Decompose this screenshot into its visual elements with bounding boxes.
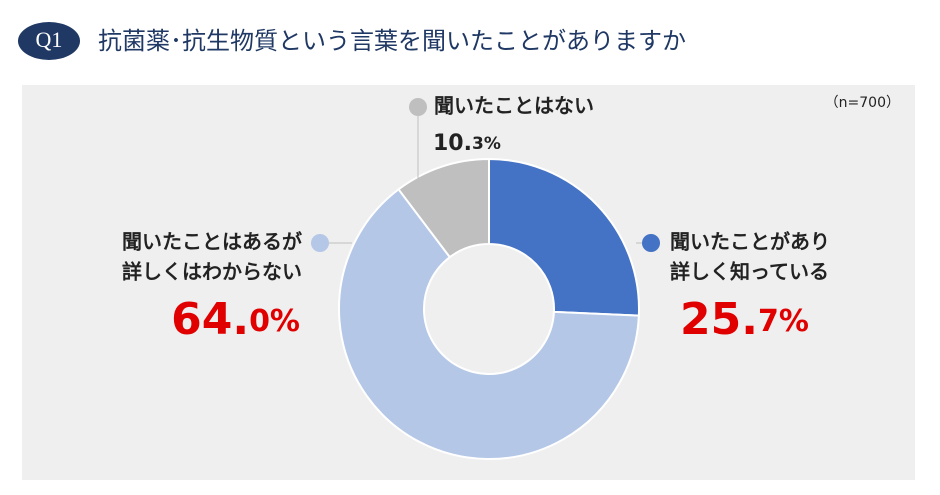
value-label-main: 10. xyxy=(433,131,472,156)
category-label: 詳しくはわからない xyxy=(122,260,302,284)
value-label: 64.0% xyxy=(171,294,300,345)
chart-title: 抗菌薬･抗生物質という言葉を聞いたことがありますか xyxy=(98,27,686,55)
badge: Q1 xyxy=(36,27,63,52)
value-label-minor: 0% xyxy=(249,304,300,339)
value-label-main: 25. xyxy=(680,294,758,345)
category-label: 詳しく知っている xyxy=(670,260,829,284)
legend-dot xyxy=(642,234,660,252)
donut-slice xyxy=(338,187,640,460)
value-label: 25.7% xyxy=(680,294,809,345)
category-label: 聞いたことはない xyxy=(434,94,594,118)
donut-slice xyxy=(397,157,490,259)
value-label-main: 64. xyxy=(171,294,249,345)
legend-dot xyxy=(311,234,329,252)
category-label: 聞いたことはあるが xyxy=(122,230,302,254)
category-label: 聞いたことがあり xyxy=(670,230,830,254)
badge-shape xyxy=(18,22,80,60)
value-label-minor: 7% xyxy=(758,304,809,339)
value-label: 10.3% xyxy=(433,131,501,156)
legend-dot xyxy=(409,98,427,116)
donut-slice xyxy=(488,157,640,317)
value-label-minor: 3% xyxy=(472,134,501,154)
note: （n=700） xyxy=(825,95,900,111)
